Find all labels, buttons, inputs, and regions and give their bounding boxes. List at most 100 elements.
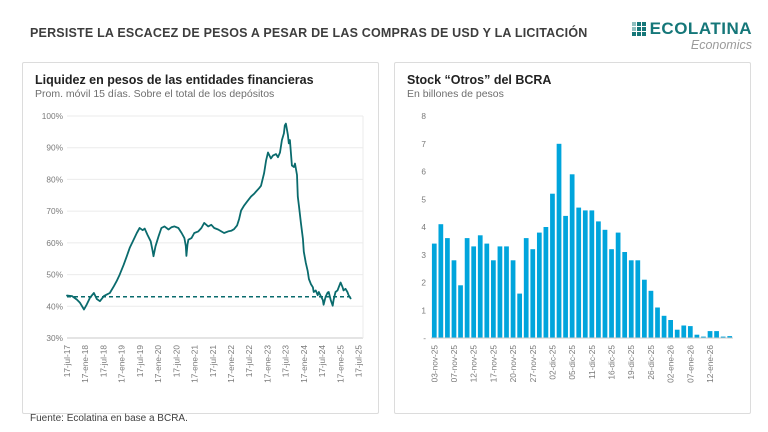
svg-text:19-dic-25: 19-dic-25 (626, 345, 636, 380)
bar (504, 246, 509, 338)
svg-text:17-nov-25: 17-nov-25 (488, 345, 498, 383)
svg-text:17-ene-21: 17-ene-21 (190, 345, 200, 383)
svg-text:03-nov-25: 03-nov-25 (429, 345, 439, 383)
bar (694, 334, 700, 338)
svg-text:17-ene-24: 17-ene-24 (299, 345, 309, 383)
bar (681, 325, 687, 338)
svg-text:90%: 90% (46, 143, 63, 153)
svg-text:30%: 30% (46, 333, 63, 343)
svg-text:50%: 50% (46, 270, 63, 280)
bar (445, 238, 450, 338)
liquidity-line-chart: 100% 90% 80% 70% 60% 50% 40% 30% 17-jul-17 17-ene… (42, 111, 364, 383)
bar (523, 238, 529, 338)
bar (464, 238, 470, 338)
liquidity-chart-title: Liquidez en pesos de las entidades finan… (35, 72, 314, 87)
svg-text:17-ene-23: 17-ene-23 (262, 345, 272, 383)
bar (458, 285, 463, 338)
bar (668, 319, 673, 338)
svg-text:5: 5 (421, 194, 426, 204)
stock-otros-chart-subtitle: En billones de pesos (407, 87, 504, 100)
svg-text:17-jul-17: 17-jul-17 (62, 345, 72, 378)
svg-text:12-ene-26: 12-ene-26 (705, 345, 715, 383)
bar (543, 226, 549, 338)
bar (628, 260, 634, 338)
bar (530, 249, 536, 338)
bar (622, 251, 628, 338)
svg-text:12-nov-25: 12-nov-25 (469, 345, 479, 383)
svg-text:17-jul-19: 17-jul-19 (135, 345, 145, 378)
bar (431, 243, 437, 338)
bar (589, 210, 595, 338)
svg-text:4: 4 (421, 222, 426, 232)
svg-text:17-ene-18: 17-ene-18 (80, 345, 90, 383)
svg-text:11-dic-25: 11-dic-25 (587, 345, 597, 379)
bar (648, 290, 654, 338)
svg-text:07-ene-26: 07-ene-26 (685, 345, 695, 383)
bar (720, 336, 726, 338)
bar (635, 260, 641, 338)
source-note: Fuente: Ecolatina en base a BCRA. (30, 413, 188, 424)
svg-text:17-jul-18: 17-jul-18 (98, 345, 108, 378)
svg-text:02-ene-26: 02-ene-26 (666, 345, 676, 383)
svg-text:80%: 80% (46, 174, 63, 184)
brand-tagline: Economics (690, 37, 752, 52)
stock-otros-chart-card: Stock “Otros” del BCRA En billones de pe… (394, 61, 751, 414)
svg-text:-: - (423, 333, 426, 343)
svg-text:02-dic-25: 02-dic-25 (547, 345, 557, 380)
bar (727, 336, 733, 338)
bar (477, 235, 483, 338)
bar (642, 279, 647, 338)
bar (556, 143, 562, 339)
bar (674, 329, 680, 338)
bar (484, 243, 490, 338)
bar (517, 293, 522, 338)
bar (609, 249, 614, 338)
bar (471, 246, 477, 338)
svg-text:17-ene-19: 17-ene-19 (117, 345, 127, 383)
svg-text:17-jul-25: 17-jul-25 (354, 345, 364, 378)
bar (491, 260, 496, 338)
svg-text:26-dic-25: 26-dic-25 (646, 345, 656, 380)
svg-text:17-jul-20: 17-jul-20 (171, 345, 181, 378)
svg-text:17-ene-22: 17-ene-22 (226, 345, 236, 383)
bar (550, 193, 555, 338)
svg-text:20-nov-25: 20-nov-25 (508, 345, 518, 383)
liquidity-chart-card: Liquidez en pesos de las entidades finan… (22, 61, 379, 414)
ecolatina-logo: ECOLATINA Economics (631, 19, 752, 52)
bar (661, 315, 667, 338)
bar (655, 307, 660, 338)
brand-name: ECOLATINA (649, 19, 752, 38)
bar (615, 232, 621, 338)
bar (701, 336, 706, 338)
svg-text:17-jul-23: 17-jul-23 (281, 345, 291, 378)
bar (714, 331, 719, 338)
svg-text:17-ene-25: 17-ene-25 (335, 345, 345, 383)
svg-text:17-ene-20: 17-ene-20 (153, 345, 163, 383)
liquidity-chart-subtitle: Prom. móvil 15 días. Sobre el total de l… (35, 87, 275, 100)
svg-text:60%: 60% (46, 238, 63, 248)
bar (687, 326, 693, 338)
svg-text:8: 8 (421, 111, 426, 121)
svg-text:40%: 40% (46, 301, 63, 311)
svg-text:100%: 100% (42, 111, 64, 121)
bar (438, 224, 444, 338)
bar (451, 260, 457, 338)
bar (707, 331, 713, 338)
svg-text:1: 1 (421, 305, 426, 315)
bar (563, 215, 568, 338)
bar (536, 232, 542, 338)
charts-row: Liquidez en pesos de las entidades finan… (0, 52, 768, 414)
bar (576, 207, 582, 338)
svg-text:16-dic-25: 16-dic-25 (607, 345, 617, 380)
bar (510, 260, 516, 338)
page-header: PERSISTE LA ESCACEZ DE PESOS A PESAR DE … (0, 0, 768, 52)
svg-text:07-nov-25: 07-nov-25 (449, 345, 459, 383)
bar (602, 229, 608, 338)
svg-text:3: 3 (421, 250, 426, 260)
svg-text:05-dic-25: 05-dic-25 (567, 345, 577, 380)
logo-squares-icon (631, 21, 646, 36)
stock-otros-bar-chart: 8 7 6 5 4 3 2 1 -03-nov-25 07-nov-25 12-nov-25 17-n… (421, 111, 733, 383)
svg-text:70%: 70% (46, 206, 63, 216)
liquidity-line (66, 122, 352, 311)
brand-row: ECOLATINA (631, 19, 752, 38)
